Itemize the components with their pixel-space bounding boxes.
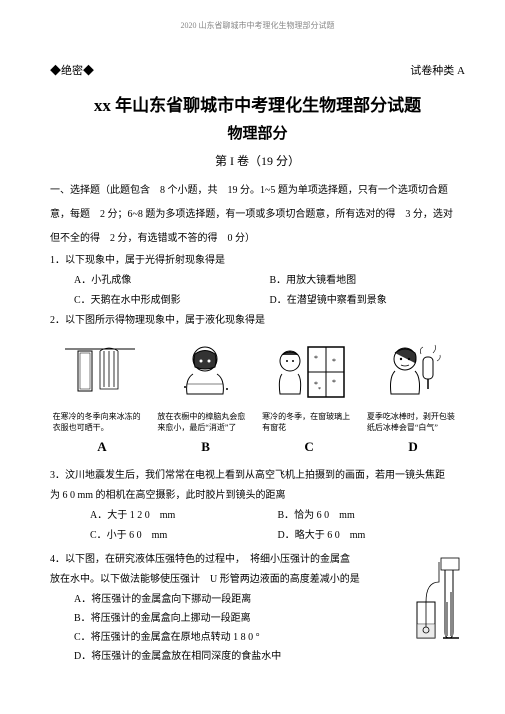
q1-opt-b: B．用放大镜看地图 <box>270 273 466 289</box>
svg-text:*: * <box>314 354 318 363</box>
q2-caption-a: 在寒冷的冬季向来冰冻的衣服也可晒干。 <box>51 411 151 433</box>
q2-img-c: * * * * * 寒冷的冬季，在窗玻璃上有窗花 <box>260 339 360 433</box>
q3-options-row1: A．大于 1 2 0 mm B．恰为 6 0 mm <box>90 508 465 524</box>
q2-letter-row: A B C D <box>50 437 465 458</box>
q1-stem: 1．以下现象中，属于光得折射现象得是 <box>50 253 465 269</box>
clothes-icon <box>60 339 140 409</box>
confidential-label: ◆绝密◆ <box>50 63 94 81</box>
q4-opt-d: D．将压强计的金属盒放在相同深度的食盐水中 <box>74 649 415 665</box>
svg-text:*: * <box>332 357 336 366</box>
q4-opt-b: B．将压强计的金属盒向上挪动一段距离 <box>74 611 415 627</box>
q4-opt-c: C．将压强计的金属盒在原地点转动 1 8 0 ° <box>74 630 415 646</box>
instructions-line2: 意，每题 2 分；6~8 题为多项选择题，有一项或多项切合题意，所有选对的得 3… <box>50 205 465 225</box>
q2-letter-a: A <box>97 437 106 458</box>
top-row: ◆绝密◆ 试卷种类 A <box>50 63 465 81</box>
instructions-line3: 但不全的得 2 分，有选错或不答的得 0 分） <box>50 229 465 249</box>
instructions-line1: 一、选择题（此题包含 8 个小题，共 19 分。1~5 题为单项选择题，只有一个… <box>50 181 465 201</box>
window-frost-icon: * * * * * <box>270 339 350 409</box>
q2-image-row: 在寒冷的冬季向来冰冻的衣服也可晒干。 放在衣橱中的樟脑丸会愈来愈小，最后“消逝”… <box>50 339 465 433</box>
doc-header: 2020 山东省聊城市中考理化生物理部分试题 <box>50 20 465 33</box>
main-title: xx 年山东省聊城市中考理化生物理部分试题 <box>50 92 465 119</box>
popsicle-icon <box>375 339 455 409</box>
q2-letter-b: B <box>201 437 210 458</box>
q4-stem-l2: 放在水中。以下做法能够使压强计 U 形管两边液面的高度差减小的是 <box>50 572 415 588</box>
q1-options-row2: C．天鹅在水中形成倒影 D．在潜望镜中察看到景象 <box>74 293 465 309</box>
q3-opt-a: A．大于 1 2 0 mm <box>90 508 278 524</box>
q1-opt-d: D．在潜望镜中察看到景象 <box>270 293 466 309</box>
q2-img-d: 夏季吃冰棒时，剥开包装纸后冰棒会冒“白气” <box>365 339 465 433</box>
q2-img-a: 在寒冷的冬季向来冰冻的衣服也可晒干。 <box>51 339 151 433</box>
q3-opt-c: C．小于 6 0 mm <box>90 528 278 544</box>
q2-caption-b: 放在衣橱中的樟脑丸会愈来愈小，最后“消逝”了 <box>155 411 255 433</box>
q3-stem-l2: 为 6 0 mm 的相机在高空摄影，此时胶片到镜头的距离 <box>50 488 465 504</box>
sub-title: 物理部分 <box>50 122 465 146</box>
q3-stem-l1: 3．汶川地震发生后，我们常常在电视上看到从高空飞机上拍摄到的画面，若用一镜头焦距 <box>50 468 465 484</box>
q3-opt-b: B．恰为 6 0 mm <box>278 508 466 524</box>
svg-text:*: * <box>332 378 336 387</box>
q3-opt-d: D．略大于 6 0 mm <box>278 528 466 544</box>
paper-type-label: 试卷种类 A <box>410 63 465 81</box>
q3-options-row2: C．小于 6 0 mm D．略大于 6 0 mm <box>90 528 465 544</box>
q1-opt-c: C．天鹅在水中形成倒影 <box>74 293 270 309</box>
q4-stem-l1: 4．以下图，在研究液体压强特色的过程中， 将细小压强计的金属盒 <box>50 552 415 568</box>
q2-letter-c: C <box>304 437 313 458</box>
q2-img-b: 放在衣橱中的樟脑丸会愈来愈小，最后“消逝”了 <box>155 339 255 433</box>
q2-stem: 2．以下图所示得物理现象中，属于液化现象得是 <box>50 313 465 329</box>
q4-figure <box>415 548 465 668</box>
q1-opt-a: A．小孔成像 <box>74 273 270 289</box>
q4-opt-a: A．将压强计的金属盒向下挪动一段距离 <box>74 592 415 608</box>
mothball-icon <box>165 339 245 409</box>
exam-page: 2020 山东省聊城市中考理化生物理部分试题 ◆绝密◆ 试卷种类 A xx 年山… <box>0 0 505 688</box>
q2-letter-d: D <box>408 437 417 458</box>
q4-wrap: 4．以下图，在研究液体压强特色的过程中， 将细小压强计的金属盒 放在水中。以下做… <box>50 548 465 668</box>
q1-options-row1: A．小孔成像 B．用放大镜看地图 <box>74 273 465 289</box>
svg-text:*: * <box>318 387 321 393</box>
q2-caption-d: 夏季吃冰棒时，剥开包装纸后冰棒会冒“白气” <box>365 411 465 433</box>
section-title: 第 I 卷（19 分） <box>50 152 465 171</box>
pressure-gauge-icon <box>415 552 463 642</box>
q2-caption-c: 寒冷的冬季，在窗玻璃上有窗花 <box>260 411 360 433</box>
